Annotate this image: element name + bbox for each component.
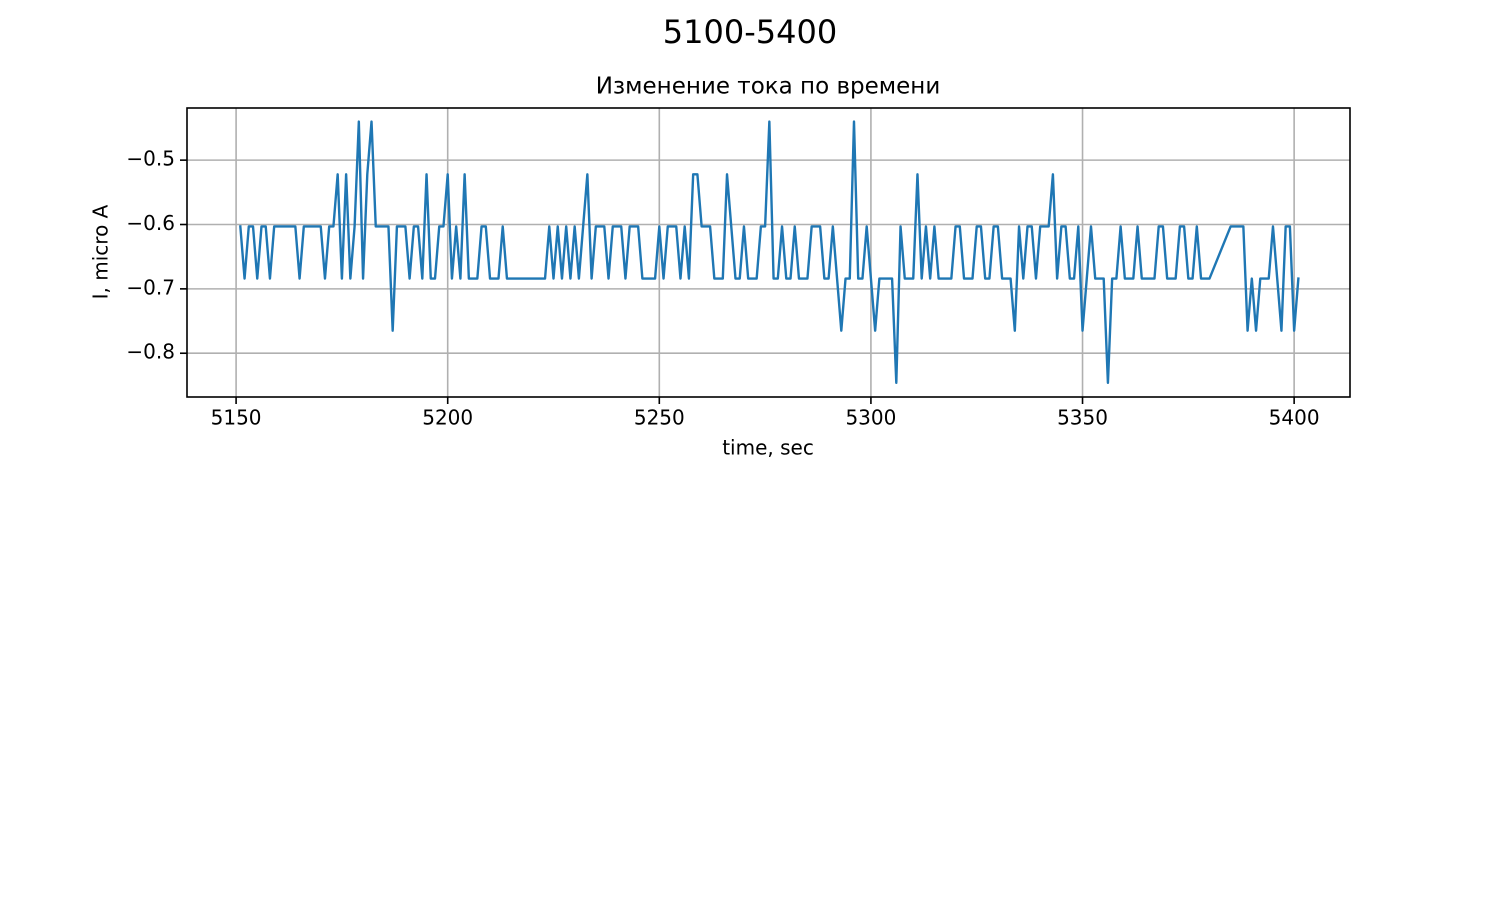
x-axis-label: time, sec <box>722 436 814 460</box>
x-tick-label: 5150 <box>211 406 262 430</box>
y-tick-label: −0.7 <box>126 275 175 299</box>
x-tick-label: 5300 <box>845 406 896 430</box>
y-tick-label: −0.6 <box>126 211 175 235</box>
x-tick-label: 5350 <box>1057 406 1108 430</box>
plot-area <box>239 120 1300 385</box>
y-tick-label: −0.8 <box>126 340 175 364</box>
x-tick-label: 5400 <box>1269 406 1320 430</box>
y-tick-label: −0.5 <box>126 147 175 171</box>
axes-frame <box>186 107 1351 398</box>
x-tick-label: 5200 <box>422 406 473 430</box>
suptitle: 5100-5400 <box>663 13 837 51</box>
grid <box>187 108 1350 397</box>
x-tick-label: 5250 <box>634 406 685 430</box>
y-axis-label: I, micro A <box>89 204 113 299</box>
data-line <box>239 120 1300 385</box>
chart-title: Изменение тока по времени <box>596 74 941 100</box>
ticks: 5150 5200 5250 5300 5350 5400 −0.5 −0.6 −0.7 −0.8 <box>126 147 1319 430</box>
